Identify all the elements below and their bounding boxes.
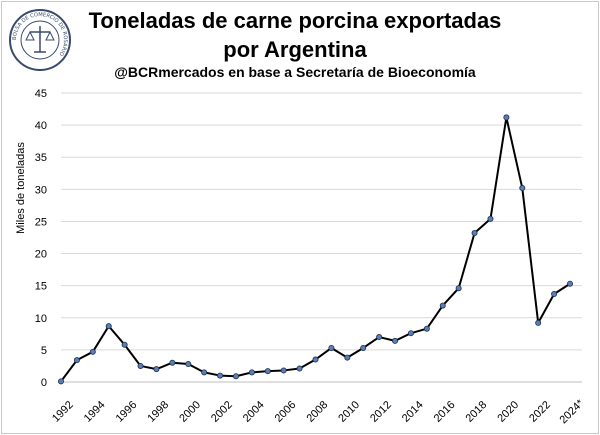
y-axis-label: Miles de toneladas xyxy=(15,142,27,234)
x-tick-label: 2006 xyxy=(273,399,299,425)
y-tick-label: 0 xyxy=(41,377,47,389)
data-point xyxy=(455,285,462,292)
data-point xyxy=(121,341,128,348)
data-point xyxy=(105,323,112,330)
chart-title: Toneladas de carne porcina exportadas po… xyxy=(88,8,502,62)
x-tick-label: 2022 xyxy=(527,399,553,425)
y-tick-label: 25 xyxy=(35,216,47,228)
data-point xyxy=(407,330,414,337)
chart-subtitle: @BCRmercados en base a Secretaría de Bio… xyxy=(114,64,476,80)
x-tick-label: 1996 xyxy=(114,399,140,425)
data-point xyxy=(376,334,383,341)
data-point xyxy=(217,372,224,379)
x-axis-ticks: 1992 1994 1996 1998 2000 2002 2004 2006 2008 2010… xyxy=(50,397,587,426)
data-point xyxy=(487,215,494,222)
data-point xyxy=(471,230,478,237)
x-tick-label: 2004 xyxy=(241,399,267,425)
x-tick-label: 2012 xyxy=(368,399,394,425)
data-point xyxy=(153,366,160,373)
data-point xyxy=(567,280,574,287)
y-tick-label: 10 xyxy=(35,313,47,325)
x-tick-label: 2018 xyxy=(464,399,490,425)
x-tick-label: 2024* xyxy=(557,397,586,426)
data-point xyxy=(360,344,367,351)
y-tick-label: 5 xyxy=(41,345,47,357)
data-point xyxy=(535,319,542,326)
data-point xyxy=(423,325,430,332)
x-tick-label: 2010 xyxy=(336,399,362,425)
data-point xyxy=(551,291,558,298)
data-point xyxy=(73,357,80,364)
y-tick-label: 40 xyxy=(35,120,47,132)
data-point xyxy=(137,362,144,369)
data-point xyxy=(439,302,446,309)
y-tick-label: 45 xyxy=(35,88,47,100)
y-tick-label: 20 xyxy=(35,249,47,261)
data-point xyxy=(264,368,271,375)
y-tick-label: 35 xyxy=(35,152,47,164)
data-point xyxy=(280,367,287,374)
data-point xyxy=(248,369,255,376)
y-tick-label: 30 xyxy=(35,184,47,196)
data-point xyxy=(328,344,335,351)
x-tick-label: 2002 xyxy=(209,399,235,425)
data-point xyxy=(201,369,208,376)
grid-lines xyxy=(61,92,582,383)
bcr-logo: BOLSA DE COMERCIO DE ROSARIO xyxy=(9,9,71,71)
data-point xyxy=(169,359,176,366)
x-tick-label: 1994 xyxy=(82,399,108,425)
data-point xyxy=(503,114,510,121)
data-point xyxy=(58,378,65,385)
y-tick-label: 15 xyxy=(35,281,47,293)
x-tick-label: 2016 xyxy=(432,399,458,425)
data-point xyxy=(344,354,351,361)
series-points xyxy=(58,114,574,385)
data-point xyxy=(296,365,303,372)
data-point xyxy=(232,373,239,380)
data-point xyxy=(312,356,319,363)
data-point xyxy=(89,348,96,355)
x-tick-label: 2000 xyxy=(177,399,203,425)
data-point xyxy=(519,185,526,192)
data-point xyxy=(392,337,399,344)
x-tick-label: 2008 xyxy=(304,399,330,425)
x-tick-label: 2020 xyxy=(495,399,521,425)
data-point xyxy=(185,361,192,368)
x-tick-label: 1992 xyxy=(50,399,76,425)
x-tick-label: 2014 xyxy=(400,399,426,425)
y-axis-ticks: 0 5 10 15 20 25 30 35 40 45 xyxy=(35,88,47,389)
x-tick-label: 1998 xyxy=(145,399,171,425)
